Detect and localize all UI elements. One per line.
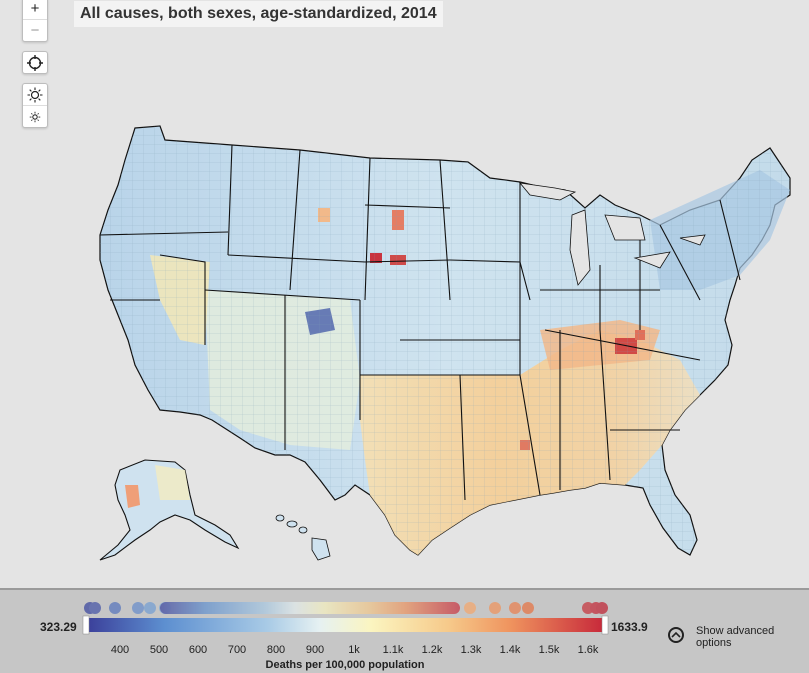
sun-icon: [27, 87, 43, 102]
tick-label: 1k: [348, 644, 360, 656]
max-handle[interactable]: [601, 615, 609, 635]
tick-label: 900: [305, 644, 325, 656]
tick-label: 1.1k: [382, 644, 404, 656]
locate-button[interactable]: [23, 52, 47, 73]
crosshair-icon: [27, 54, 43, 71]
zoom-in-button[interactable]: +: [30, 0, 40, 17]
tick-label: 1.3k: [460, 644, 482, 656]
min-handle[interactable]: [82, 615, 90, 635]
show-advanced-label: Show advanced options: [696, 625, 775, 649]
tick-label: 700: [227, 644, 247, 656]
tick-label: 500: [149, 644, 169, 656]
tick-label: 1.2k: [421, 644, 443, 656]
tick-label: 600: [188, 644, 208, 656]
state-borders: [99, 144, 741, 501]
zoom-control: + −: [22, 0, 48, 42]
great-lakes: [519, 182, 706, 286]
color-bar: [87, 618, 604, 632]
legend-axis-label: Deaths per 100,000 population: [265, 659, 425, 671]
legend-min: 323.29: [40, 620, 77, 634]
chevron-up-icon: [668, 627, 684, 643]
map-title: All causes, both sexes, age-standardized…: [74, 1, 443, 27]
legend-panel: 323.29 1633.9 400 500 600 700 800 900 1k…: [0, 588, 809, 673]
tick-label: 1.4k: [499, 644, 521, 656]
locate-control: [22, 51, 48, 74]
legend-max: 1633.9: [611, 620, 648, 634]
hawaii-shape: [275, 514, 331, 561]
brightness-up-button[interactable]: [23, 84, 47, 105]
tick-label: 1.5k: [538, 644, 560, 656]
brightness-down-button[interactable]: [23, 105, 47, 127]
brightness-control: [22, 83, 48, 128]
map-area[interactable]: All causes, both sexes, age-standardized…: [0, 0, 809, 588]
tick-label: 1.6k: [577, 644, 599, 656]
show-advanced-options-button[interactable]: Show advanced options: [668, 625, 786, 649]
distribution-dots: [84, 602, 608, 614]
tick-label: 800: [266, 644, 286, 656]
us-county-map[interactable]: [0, 0, 809, 588]
legend-scale[interactable]: [0, 590, 809, 640]
alaska-shape: [99, 459, 240, 561]
tick-label: 400: [110, 644, 130, 656]
zoom-out-button[interactable]: −: [23, 19, 47, 41]
small-sun-icon: [29, 111, 41, 122]
